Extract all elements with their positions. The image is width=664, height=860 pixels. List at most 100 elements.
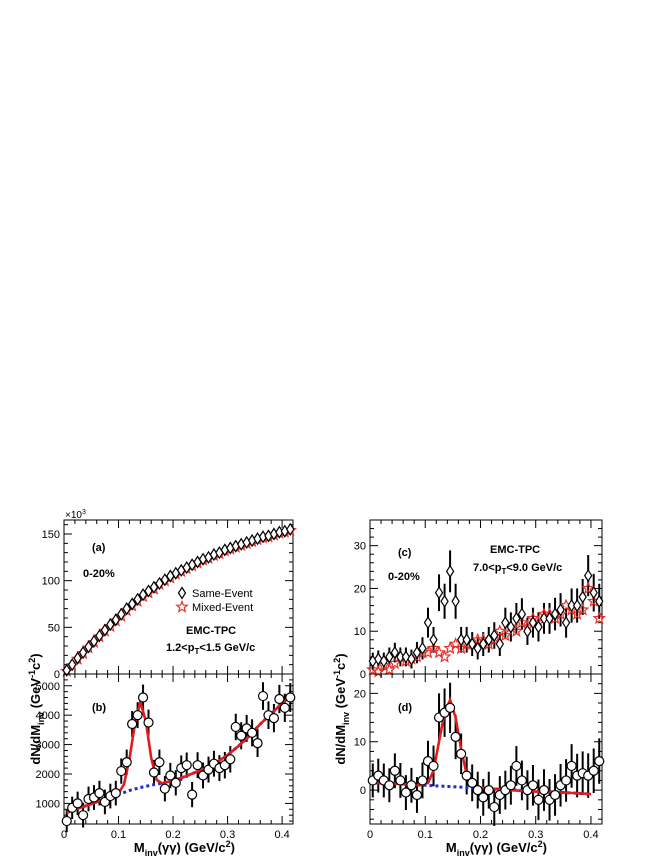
panel-c-series	[365, 550, 607, 678]
same-event-point	[556, 603, 565, 617]
same-event-point	[589, 586, 598, 600]
y-tick-label: 3000	[36, 740, 60, 752]
y-tick-label: 0	[54, 669, 60, 681]
panel-c-detector: EMC-TPC	[490, 544, 540, 556]
y-tick-label: 0	[360, 785, 366, 797]
data-point	[127, 718, 138, 730]
same-event-point	[286, 522, 295, 536]
same-event-point	[78, 645, 88, 660]
legend-mixed-event-marker	[175, 599, 189, 613]
y-tick-label: 10	[354, 626, 366, 638]
data-point	[489, 801, 500, 813]
same-event-point	[84, 640, 93, 654]
data-point	[181, 760, 192, 771]
data-point	[472, 785, 483, 796]
same-event-point	[434, 586, 444, 600]
data-point	[170, 777, 181, 788]
same-event-point	[106, 617, 115, 632]
same-event-point	[100, 623, 110, 637]
y-tick-label: 5000	[36, 681, 60, 693]
same-event-point	[495, 637, 505, 651]
data-point	[257, 690, 269, 702]
same-event-point	[73, 651, 82, 665]
same-event-point	[155, 576, 164, 591]
y-tick-label: 100	[42, 576, 60, 588]
x-tick-label: 0.4	[583, 829, 598, 841]
panel-border	[369, 519, 603, 675]
same-event-point	[517, 607, 527, 621]
mixed-event-point	[498, 628, 513, 642]
mixed-event-point	[454, 641, 468, 655]
data-point	[549, 789, 561, 801]
data-point	[61, 815, 72, 827]
x-tick-label: 0.2	[473, 829, 488, 841]
same-event-point	[111, 613, 121, 627]
panel-a-label: (a)	[92, 542, 106, 554]
same-event-point	[379, 654, 389, 668]
data-point	[467, 777, 478, 788]
y-tick-label: 4000	[36, 710, 60, 722]
same-event-point	[462, 633, 471, 647]
panel-a-multiplier: ×103	[65, 509, 86, 521]
same-event-point	[396, 650, 405, 664]
data-point	[527, 780, 539, 791]
same-event-point	[122, 602, 131, 616]
data-point	[225, 754, 236, 765]
data-point	[159, 783, 170, 794]
same-event-point	[67, 658, 77, 672]
data-point	[444, 702, 456, 713]
same-event-point	[467, 637, 477, 651]
data-point	[566, 760, 577, 772]
same-event-point	[374, 652, 383, 666]
same-event-point	[401, 650, 411, 664]
mixed-event-point	[443, 641, 457, 655]
data-point	[478, 792, 489, 803]
data-point	[417, 775, 428, 786]
same-event-point	[127, 597, 137, 611]
same-event-point	[89, 634, 99, 648]
same-event-point	[423, 616, 433, 630]
data-point	[132, 710, 143, 721]
data-point	[236, 730, 247, 741]
same-event-point	[95, 629, 104, 643]
data-point	[137, 692, 149, 703]
data-point	[406, 780, 417, 791]
same-event-point	[578, 590, 587, 604]
same-event-point	[545, 611, 554, 626]
x-tick-label: 0.3	[220, 829, 235, 841]
panel-d-series	[367, 682, 605, 826]
data-point	[505, 780, 516, 791]
same-event-point	[445, 564, 455, 578]
mixed-event-point	[437, 649, 452, 663]
same-event-point	[144, 584, 153, 598]
data-point	[428, 760, 439, 772]
data-point	[187, 789, 198, 800]
data-point	[483, 785, 494, 796]
y-tick-label: 150	[42, 529, 60, 541]
same-event-point	[595, 594, 604, 608]
data-point	[389, 765, 400, 776]
data-point	[165, 770, 176, 781]
x-tick-label: 0.1	[111, 829, 126, 841]
same-event-point	[528, 616, 538, 630]
mixed-event-point	[592, 611, 607, 625]
same-event-point	[506, 620, 516, 634]
data-point	[456, 748, 467, 759]
data-point	[148, 767, 160, 778]
y-tick-label: 20	[354, 688, 366, 700]
x-tick-label: 0.1	[418, 829, 433, 841]
y-tick-label: 30	[354, 541, 366, 553]
same-event-point	[160, 573, 170, 587]
x-axis-label-left: Minv(γγ) (GeV/c2)	[134, 839, 235, 858]
panel-c-label: (c)	[398, 547, 412, 559]
data-point	[252, 738, 263, 749]
data-point	[77, 810, 89, 821]
mixed-event-point	[365, 662, 380, 676]
data-point	[94, 788, 105, 799]
same-event-point	[456, 633, 466, 647]
panel-a-series	[59, 522, 298, 677]
data-point	[154, 757, 165, 768]
x-tick-label: 0.3	[528, 829, 543, 841]
panel-c-pt-range: 7.0<pT<9.0 GeV/c	[473, 562, 562, 576]
